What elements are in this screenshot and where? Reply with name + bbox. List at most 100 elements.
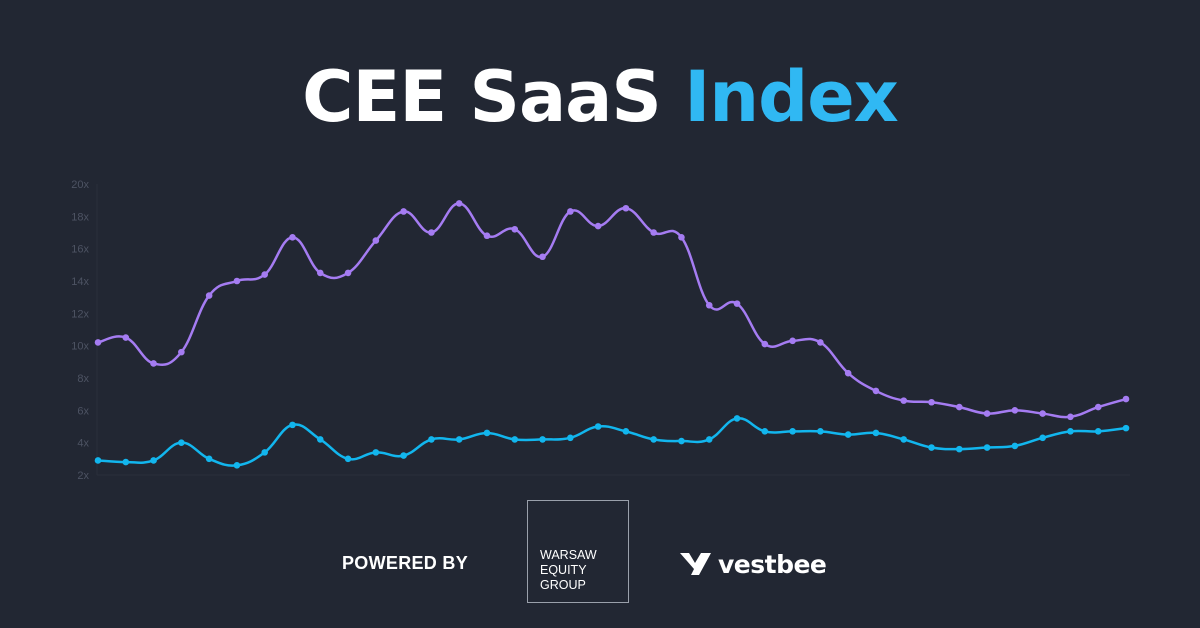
data-point[interactable] bbox=[817, 339, 824, 346]
data-point[interactable] bbox=[122, 458, 130, 466]
data-point[interactable] bbox=[789, 337, 796, 345]
data-point[interactable] bbox=[511, 436, 519, 443]
data-point[interactable] bbox=[372, 237, 380, 244]
data-point[interactable] bbox=[789, 428, 796, 435]
data-point[interactable] bbox=[511, 225, 519, 233]
data-point[interactable] bbox=[622, 428, 630, 435]
data-point[interactable] bbox=[400, 208, 407, 215]
data-point[interactable] bbox=[733, 300, 741, 307]
data-point[interactable] bbox=[1011, 407, 1019, 414]
data-point[interactable] bbox=[539, 253, 546, 261]
y-tick-label: 2x bbox=[77, 470, 89, 482]
data-point[interactable] bbox=[900, 397, 908, 404]
title-main: CEE SaaS bbox=[302, 56, 662, 138]
data-point[interactable] bbox=[1039, 434, 1046, 442]
y-tick-label: 6x bbox=[77, 405, 89, 417]
data-point[interactable] bbox=[1122, 395, 1130, 403]
data-point[interactable] bbox=[289, 421, 296, 429]
data-point[interactable] bbox=[150, 360, 157, 367]
data-point[interactable] bbox=[650, 436, 657, 443]
data-point[interactable] bbox=[428, 436, 435, 443]
data-point[interactable] bbox=[955, 403, 963, 411]
data-point[interactable] bbox=[344, 455, 352, 463]
data-point[interactable] bbox=[261, 271, 269, 278]
data-point[interactable] bbox=[539, 436, 546, 443]
data-point[interactable] bbox=[705, 301, 713, 309]
series-line-purple bbox=[97, 202, 1127, 419]
data-point[interactable] bbox=[178, 348, 185, 356]
data-point[interactable] bbox=[650, 229, 657, 236]
weg-line-2: EQUITY bbox=[540, 563, 587, 577]
data-point[interactable] bbox=[928, 444, 935, 451]
title-accent: Index bbox=[684, 56, 899, 138]
data-point[interactable] bbox=[94, 339, 102, 346]
data-point[interactable] bbox=[233, 462, 241, 469]
y-tick-label: 14x bbox=[71, 276, 89, 288]
data-point[interactable] bbox=[594, 222, 602, 230]
data-point[interactable] bbox=[594, 423, 602, 430]
data-point[interactable] bbox=[1011, 442, 1019, 450]
data-point[interactable] bbox=[316, 436, 324, 443]
data-point[interactable] bbox=[400, 452, 407, 459]
data-point[interactable] bbox=[372, 449, 380, 456]
data-point[interactable] bbox=[1067, 428, 1074, 435]
data-point[interactable] bbox=[872, 387, 880, 395]
y-axis: 2x 4x 6x 8x 10x 12x 14x 16x 18x 20x bbox=[71, 179, 89, 482]
series-line-blue bbox=[97, 417, 1127, 467]
data-point[interactable] bbox=[900, 436, 908, 443]
data-point[interactable] bbox=[678, 437, 685, 445]
data-point[interactable] bbox=[428, 229, 435, 236]
data-point[interactable] bbox=[344, 269, 352, 277]
data-point[interactable] bbox=[844, 369, 852, 377]
data-point[interactable] bbox=[455, 436, 463, 443]
data-point[interactable] bbox=[483, 429, 491, 437]
data-point[interactable] bbox=[678, 234, 685, 241]
y-tick-label: 8x bbox=[77, 373, 89, 385]
data-point[interactable] bbox=[455, 200, 463, 207]
data-point[interactable] bbox=[122, 334, 130, 341]
data-point[interactable] bbox=[1039, 410, 1046, 417]
y-tick-label: 18x bbox=[71, 211, 89, 223]
data-point[interactable] bbox=[150, 457, 157, 464]
data-point[interactable] bbox=[622, 204, 630, 212]
y-tick-label: 4x bbox=[77, 438, 89, 450]
data-point[interactable] bbox=[761, 428, 769, 435]
weg-line-3: GROUP bbox=[540, 578, 586, 592]
y-tick-label: 16x bbox=[71, 244, 89, 256]
data-point[interactable] bbox=[844, 431, 852, 438]
data-point[interactable] bbox=[205, 455, 213, 463]
vestbee-logo-icon bbox=[680, 553, 711, 575]
data-point[interactable] bbox=[705, 436, 713, 443]
data-point[interactable] bbox=[1094, 428, 1102, 435]
data-point[interactable] bbox=[928, 398, 935, 406]
y-tick-label: 10x bbox=[71, 341, 89, 353]
data-point[interactable] bbox=[733, 415, 741, 422]
data-point[interactable] bbox=[178, 439, 185, 446]
y-tick-label: 20x bbox=[71, 179, 89, 191]
data-point[interactable] bbox=[567, 434, 574, 442]
series-group bbox=[94, 200, 1130, 469]
data-point[interactable] bbox=[205, 292, 213, 299]
data-point[interactable] bbox=[261, 449, 269, 456]
page-title: CEE SaaS Index bbox=[0, 52, 1200, 142]
data-point[interactable] bbox=[817, 428, 824, 435]
data-point[interactable] bbox=[316, 269, 324, 277]
weg-line-1: WARSAW bbox=[540, 548, 597, 562]
warsaw-equity-group-logo[interactable]: WARSAW EQUITY GROUP bbox=[527, 500, 629, 603]
data-point[interactable] bbox=[761, 340, 769, 348]
vestbee-logo[interactable]: vestbee bbox=[680, 548, 827, 580]
data-point[interactable] bbox=[94, 457, 102, 464]
vestbee-name: vestbee bbox=[718, 549, 827, 579]
data-point[interactable] bbox=[872, 429, 880, 437]
data-point[interactable] bbox=[483, 232, 491, 240]
data-point[interactable] bbox=[567, 208, 574, 215]
data-point[interactable] bbox=[1122, 424, 1130, 432]
data-point[interactable] bbox=[1094, 403, 1102, 411]
powered-by-label: POWERED BY bbox=[342, 553, 469, 573]
data-point[interactable] bbox=[1067, 413, 1074, 421]
data-point[interactable] bbox=[955, 445, 963, 453]
data-point[interactable] bbox=[983, 444, 991, 451]
data-point[interactable] bbox=[233, 277, 241, 285]
data-point[interactable] bbox=[983, 410, 991, 417]
data-point[interactable] bbox=[289, 234, 296, 241]
